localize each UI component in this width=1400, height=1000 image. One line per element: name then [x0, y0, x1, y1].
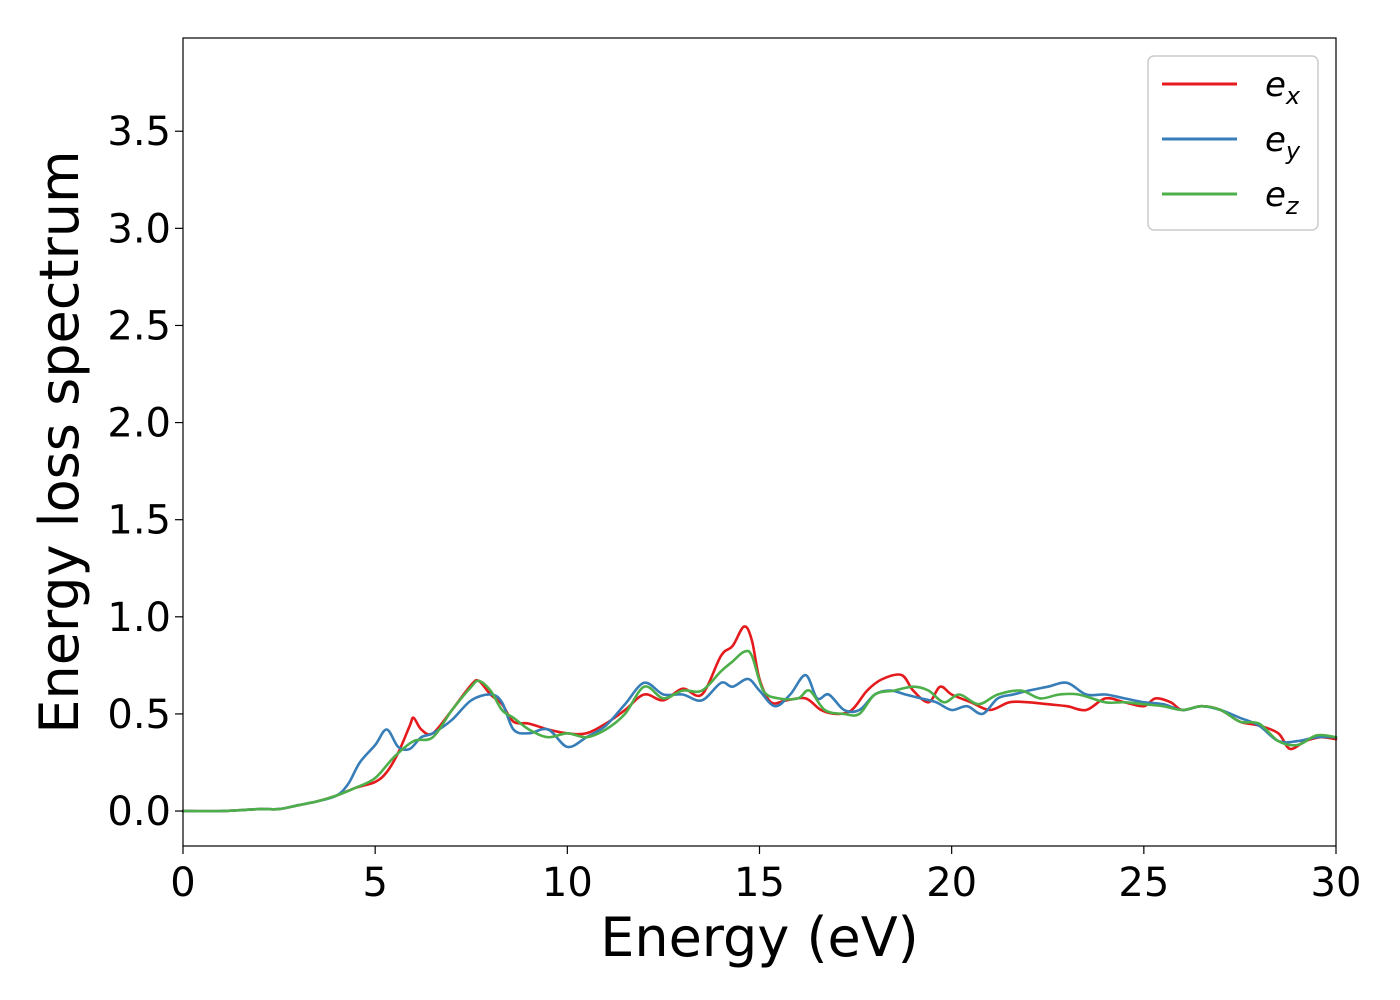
x-tick-label: 15: [734, 860, 785, 906]
legend: ex ey ez: [1147, 55, 1319, 231]
y-tick-label: 0.0: [107, 789, 171, 835]
y-tick-label: 1.5: [107, 498, 171, 544]
x-axis-label: Energy (eV): [600, 906, 919, 969]
y-axis-ticks: 0.0 0.5 1.0 1.5 2.0 2.5 3.0 3.5: [107, 109, 183, 835]
x-tick-label: 20: [926, 860, 977, 906]
x-tick-label: 10: [542, 860, 593, 906]
series-line-e-z: [181, 649, 1338, 813]
y-tick-label: 2.0: [107, 401, 171, 447]
x-axis-ticks: 0 5 10 15 20 25 30: [170, 846, 1361, 906]
y-tick-label: 0.5: [107, 692, 171, 738]
y-tick-label: 3.0: [107, 206, 171, 252]
x-tick-label: 30: [1311, 860, 1362, 906]
x-tick-label: 0: [170, 860, 195, 906]
y-tick-label: 3.5: [107, 109, 171, 155]
y-axis-label: Energy loss spectrum: [28, 150, 91, 733]
series-layer: [181, 625, 1338, 813]
y-tick-label: 2.5: [107, 303, 171, 349]
series-line-e-y: [181, 673, 1338, 813]
legend-label-e-z: ez: [1265, 175, 1300, 220]
legend-label-e-x: ex: [1265, 65, 1301, 110]
legend-box: [1147, 55, 1319, 231]
legend-label-e-y: ey: [1265, 120, 1301, 165]
series-line-e-x: [181, 625, 1338, 813]
x-tick-label: 25: [1118, 860, 1169, 906]
y-tick-label: 1.0: [107, 595, 171, 641]
legend-entries: ex ey ez: [1162, 65, 1301, 220]
x-tick-label: 5: [362, 860, 387, 906]
